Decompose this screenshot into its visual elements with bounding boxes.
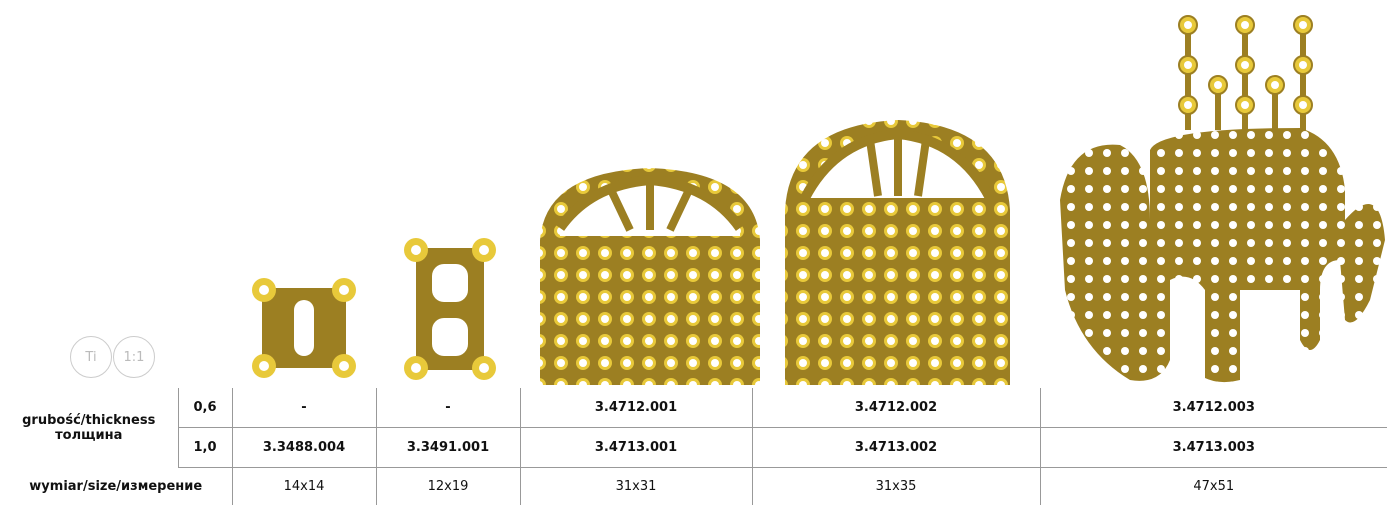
product-code: 3.4712.003 xyxy=(1039,388,1387,428)
thickness-header: grubość/thickness толщина xyxy=(0,388,178,468)
product-code: - xyxy=(231,388,376,428)
plate-5 xyxy=(1060,15,1385,383)
thickness: 1,0 xyxy=(177,427,232,468)
product-code: 3.4713.001 xyxy=(519,427,752,468)
product-code: 3.3488.004 xyxy=(231,427,376,468)
material-badge: Ti xyxy=(70,336,112,378)
size: 31x31 xyxy=(519,467,752,505)
product-code: 3.4712.002 xyxy=(751,388,1040,428)
product-code: 3.4713.003 xyxy=(1039,427,1387,468)
size: 14x14 xyxy=(231,467,376,505)
thickness: 0,6 xyxy=(177,388,232,428)
plate-3 xyxy=(540,168,760,385)
size: 12x19 xyxy=(375,467,520,505)
plate-images xyxy=(252,15,1385,385)
thickness-label: grubość/thickness xyxy=(22,412,156,428)
product-table: grubość/thickness толщина 0,6 - - 3.4712.… xyxy=(0,388,1387,505)
product-code: 3.4712.001 xyxy=(519,388,752,428)
product-code: - xyxy=(375,388,520,428)
size-header: wymiar/size/измерение xyxy=(29,479,203,494)
product-code: 3.3491.001 xyxy=(375,427,520,468)
size: 31x35 xyxy=(751,467,1040,505)
product-code: 3.4713.002 xyxy=(751,427,1040,468)
thickness-label: толщина xyxy=(55,427,123,443)
plate-4 xyxy=(785,120,1010,385)
plate-1 xyxy=(252,278,356,378)
plate-2 xyxy=(404,238,496,380)
size: 47x51 xyxy=(1039,467,1387,505)
scale-badge: 1:1 xyxy=(113,336,155,378)
